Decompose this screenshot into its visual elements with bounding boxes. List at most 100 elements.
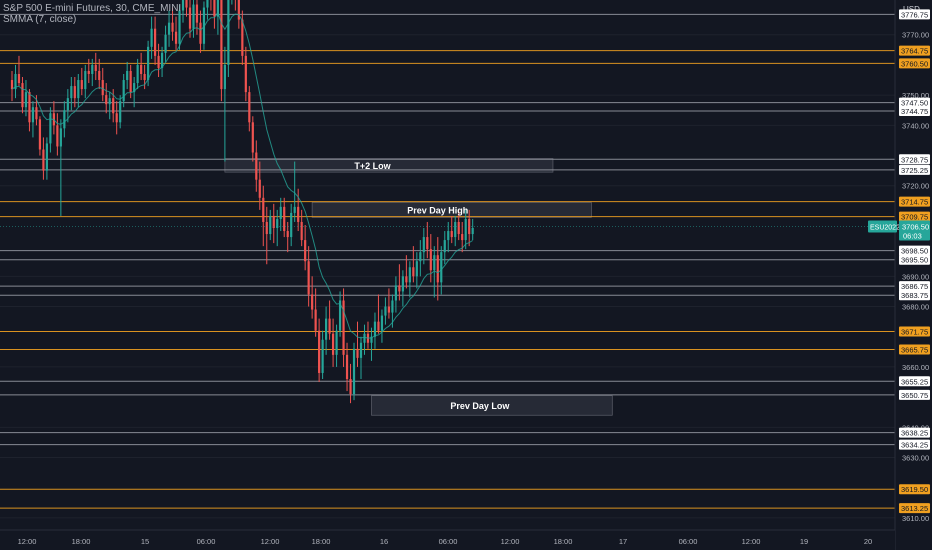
time-tick-label: 06:00: [679, 537, 698, 546]
candle-body: [359, 342, 363, 358]
symbol-badge: [868, 220, 897, 233]
level-badge: [899, 484, 930, 495]
candle-body: [59, 128, 62, 147]
candle-body: [443, 240, 446, 253]
zone-box: [371, 395, 613, 416]
level-price-label: 3686.75: [901, 282, 928, 291]
candle-body: [119, 101, 122, 123]
level-price-label: 3665.75: [901, 346, 928, 355]
candle-body: [293, 206, 296, 213]
candle-body: [398, 285, 401, 292]
candle-body: [73, 86, 76, 99]
current-price-label: 3706.50: [902, 222, 929, 231]
zones: [224, 158, 613, 416]
candle-body: [140, 64, 143, 74]
candle-body: [185, 0, 188, 8]
time-tick-label: 18:00: [72, 537, 91, 546]
candle-body: [133, 83, 136, 93]
candle-body: [265, 221, 268, 235]
candle-body: [258, 179, 261, 198]
candle-body: [276, 218, 279, 229]
level-badge: [899, 254, 930, 265]
candle-body: [17, 73, 21, 84]
price-tick-label: 3770.00: [902, 31, 929, 40]
symbol-title[interactable]: S&P 500 E-mini Futures, 30, CME_MINI: [3, 3, 182, 14]
candle-body: [401, 276, 404, 292]
candle-body: [84, 70, 87, 90]
level-price-label: 3760.50: [901, 59, 928, 68]
candle-body: [45, 143, 48, 171]
candle-body: [129, 70, 132, 93]
candle-body: [56, 125, 59, 147]
time-tick-label: 06:00: [439, 537, 458, 546]
time-tick-label: 15: [141, 537, 149, 546]
level-price-label: 3683.75: [901, 291, 928, 300]
price-tick-label: 3630.00: [902, 454, 929, 463]
time-tick-label: 12:00: [261, 537, 280, 546]
candle-body: [192, 4, 195, 29]
candle-body: [328, 318, 331, 334]
candle-body: [415, 261, 418, 277]
candle-body: [384, 306, 387, 316]
level-price-label: 3634.25: [901, 441, 928, 450]
zone-box: [224, 158, 554, 173]
symbol-badge-label: ESU2022: [870, 224, 900, 231]
candle-body: [237, 0, 240, 20]
candle-body: [77, 80, 80, 99]
candle-body: [412, 267, 415, 277]
level-badge: [899, 58, 930, 69]
candle-body: [49, 113, 52, 144]
level-badge: [899, 290, 930, 301]
candle-body: [251, 122, 254, 153]
candle-body: [147, 46, 150, 81]
level-badge: [899, 281, 930, 292]
candle-body: [352, 348, 356, 395]
candle-body: [70, 86, 73, 99]
candle-body: [321, 339, 324, 373]
time-axis[interactable]: 12:00 18:00 15 06:00 12:00 18:00 16 06:00 12:00 1…: [0, 529, 895, 550]
candle-body: [461, 234, 464, 241]
candle-body: [433, 255, 436, 271]
candle-body: [279, 206, 282, 219]
time-tick-label: 06:00: [197, 537, 216, 546]
candle-body: [380, 315, 384, 331]
candle-body: [21, 83, 24, 108]
candle-body: [429, 249, 432, 271]
candle-body: [178, 10, 181, 44]
level-price-label: 3698.50: [901, 247, 928, 256]
candle-body: [255, 152, 258, 180]
candle-body: [157, 55, 160, 68]
candle-body: [307, 261, 310, 295]
price-tick-label: 3690.00: [902, 272, 929, 281]
candle-body: [269, 215, 272, 235]
candle-body: [272, 215, 275, 229]
zone-label: Prev Day High: [407, 205, 468, 215]
indicator-label[interactable]: SMMA (7, close): [3, 14, 77, 25]
level-badge: [899, 389, 930, 400]
candle-body: [160, 52, 164, 68]
level-price-label: 3695.50: [901, 256, 928, 265]
candle-body: [387, 306, 391, 313]
candle-body: [457, 221, 460, 235]
candle-body: [283, 206, 286, 232]
price-tick-label: 3660.00: [902, 363, 929, 372]
current-price-badge: [899, 220, 930, 241]
candle-body: [150, 28, 153, 47]
candle-body: [447, 231, 450, 241]
level-price-label: 3764.75: [901, 47, 928, 56]
candle-body: [188, 7, 192, 29]
level-price-label: 3638.25: [901, 429, 928, 438]
zone-label: Prev Day Low: [450, 401, 510, 411]
candle-body: [436, 255, 439, 283]
level-price-label: 3619.50: [901, 485, 928, 494]
level-badge: [899, 439, 930, 450]
level-price-label: 3725.25: [901, 166, 928, 175]
time-tick-label: 12:00: [18, 537, 37, 546]
level-price-label: 3776.75: [901, 10, 928, 19]
level-badge: [899, 164, 930, 175]
level-badge: [899, 427, 930, 438]
candle-body: [101, 80, 104, 96]
candle-body: [356, 348, 359, 358]
